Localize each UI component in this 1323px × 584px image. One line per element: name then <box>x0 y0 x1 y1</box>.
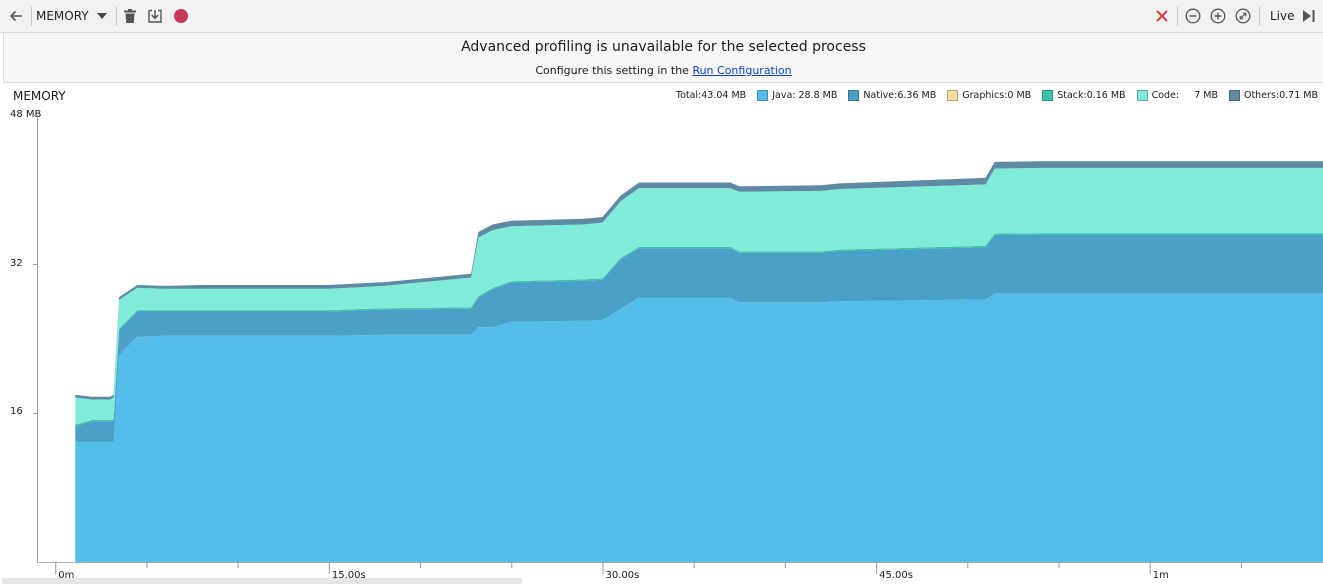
legend-swatch <box>947 90 959 101</box>
y-tick-label: 16 <box>10 406 23 417</box>
export-button[interactable] <box>146 5 164 27</box>
x-tick-label: 0m <box>58 570 74 581</box>
y-tick-label: 32 <box>10 258 23 269</box>
legend-item-code: Code: 7 MB <box>1136 90 1218 101</box>
toolbar-divider <box>116 7 117 26</box>
record-icon <box>174 9 188 23</box>
legend-swatch <box>757 90 769 101</box>
caret-down-icon <box>96 13 107 19</box>
legend-label: Stack:0.16 MB <box>1057 90 1126 101</box>
live-toggle[interactable]: Live <box>1266 5 1322 27</box>
legend-item-native: Native:6.36 MB <box>848 90 936 101</box>
legend-swatch <box>1136 90 1148 101</box>
reset-zoom-button[interactable] <box>1234 5 1252 27</box>
legend-label: Code: 7 MB <box>1151 90 1218 101</box>
legend-item-java: Java: 28.8 MB <box>757 90 837 101</box>
legend-item-stack: Stack:0.16 MB <box>1042 90 1126 101</box>
series-area-native <box>75 234 1323 442</box>
toolbar-divider <box>1177 7 1178 26</box>
memory-legend: Total:43.04 MB Java: 28.8 MB Native:6.36… <box>676 90 1318 101</box>
stop-session-button[interactable] <box>1153 5 1171 27</box>
legend-label: Java: 28.8 MB <box>772 90 838 101</box>
legend-swatch <box>848 90 860 101</box>
legend-swatch <box>1228 90 1240 101</box>
profiler-toolbar: MEMORY <box>0 0 1323 33</box>
y-tick-label: 48 MB <box>10 109 42 120</box>
profiler-selector-dropdown[interactable]: MEMORY <box>36 5 112 27</box>
x-tick-label: 15.00s <box>332 570 366 581</box>
zoom-in-icon <box>1210 8 1226 24</box>
legend-label: Graphics:0 MB <box>962 90 1032 101</box>
run-configuration-link[interactable]: Run Configuration <box>692 64 792 77</box>
series-area-code <box>75 167 1323 425</box>
chart-title: MEMORY <box>13 89 66 103</box>
legend-label: Native:6.36 MB <box>863 90 937 101</box>
reset-zoom-icon <box>1235 8 1251 24</box>
toolbar-divider <box>1259 7 1260 26</box>
trash-icon <box>124 9 136 23</box>
delete-button[interactable] <box>121 5 139 27</box>
download-icon <box>148 9 162 23</box>
timeline-scrollbar[interactable] <box>2 578 522 584</box>
x-tick-label: 1m <box>1153 570 1169 581</box>
zoom-out-button[interactable] <box>1184 5 1202 27</box>
zoom-in-button[interactable] <box>1209 5 1227 27</box>
x-tick-label: 30.00s <box>605 570 639 581</box>
toolbar-divider <box>31 7 32 26</box>
back-button[interactable] <box>5 5 27 27</box>
legend-label: Others:0.71 MB <box>1243 90 1318 101</box>
record-button[interactable] <box>172 5 190 27</box>
banner-subtitle: Configure this setting in the Run Config… <box>4 64 1323 77</box>
profiling-unavailable-banner: Advanced profiling is unavailable for th… <box>3 33 1323 83</box>
banner-title: Advanced profiling is unavailable for th… <box>461 39 866 55</box>
legend-item-others: Others:0.71 MB <box>1228 90 1318 101</box>
zoom-out-icon <box>1185 8 1201 24</box>
live-label: Live <box>1270 9 1295 23</box>
banner-subtitle-text: Configure this setting in the <box>535 64 689 77</box>
series-area-java <box>75 293 1323 562</box>
close-icon <box>1156 10 1168 22</box>
legend-item-graphics: Graphics:0 MB <box>947 90 1031 101</box>
legend-total: Total:43.04 MB <box>675 90 747 101</box>
legend-swatch <box>1042 90 1054 101</box>
profiler-selector-label: MEMORY <box>36 9 89 23</box>
x-tick-label: 45.00s <box>879 570 913 581</box>
go-live-icon <box>1302 10 1315 22</box>
arrow-left-icon <box>9 10 22 22</box>
